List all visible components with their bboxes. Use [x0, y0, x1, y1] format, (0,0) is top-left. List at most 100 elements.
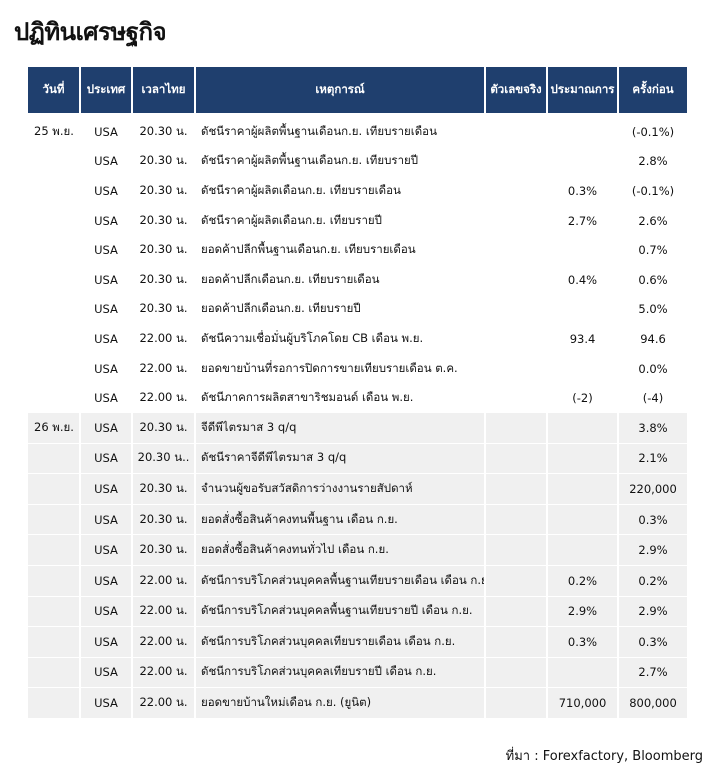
- date-cell: [28, 443, 81, 475]
- table-row: USA 22.00 น. ดัชนีการบริโภคส่วนบุคคลพื้นฐา…: [28, 565, 687, 597]
- forecast-cell: [547, 657, 619, 689]
- actual-cell: [485, 324, 548, 354]
- time-cell: 20.30 น.: [132, 146, 196, 177]
- previous-cell: 94.6: [640, 331, 666, 346]
- date-cell: [28, 473, 81, 505]
- actual-cell: [485, 534, 548, 566]
- date-cell: [28, 534, 81, 566]
- country-cell: USA: [80, 596, 133, 628]
- previous-cell: 2.1%: [618, 443, 687, 475]
- time-cell: 20.30 น.: [132, 534, 196, 566]
- country-cell: USA: [80, 294, 133, 325]
- time-cell: 20.30 น.: [132, 504, 196, 536]
- table-row: USA 20.30 น. ยอดค้าปลีกพื้นฐานเดือนก.ย. เท…: [28, 235, 687, 265]
- country-cell: USA: [80, 443, 133, 475]
- table-row: USA 22.00 น. ดัชนีการบริโภคส่วนบุคคลพื้นฐา…: [28, 596, 687, 628]
- date-cell: [28, 146, 81, 177]
- date-cell: [28, 176, 81, 206]
- time-cell: 20.30 น.: [132, 473, 196, 505]
- date-cell: [28, 383, 81, 413]
- event-cell: ดัชนีราคาผู้ผลิตเดือนก.ย. เทียบรายเดือน: [195, 176, 486, 206]
- time-cell: 20.30 น.: [132, 113, 196, 147]
- event-cell: ดัชนีการบริโภคส่วนบุคคลเทียบรายปี เดือน …: [195, 657, 486, 689]
- forecast-cell: (-2): [547, 383, 619, 413]
- date-cell: 26 พ.ย.: [28, 412, 81, 444]
- previous-cell: 0.6%: [638, 272, 668, 287]
- date-cell: [28, 353, 81, 384]
- actual-cell: [485, 383, 548, 413]
- column-header: ครั้งก่อน: [618, 67, 687, 113]
- date-cell: [28, 687, 81, 719]
- forecast-cell: [547, 534, 619, 566]
- time-cell: 22.00 น.: [132, 596, 196, 628]
- country-cell: USA: [80, 113, 133, 147]
- actual-cell: [485, 443, 548, 475]
- previous-cell: 5.0%: [638, 302, 668, 317]
- time-cell: 22.00 น.: [132, 657, 196, 689]
- forecast-cell: 0.3%: [547, 626, 619, 658]
- column-header: เวลาไทย: [132, 67, 196, 113]
- date-cell: [28, 294, 81, 325]
- country-cell: USA: [80, 565, 133, 597]
- time-cell: 22.00 น.: [132, 626, 196, 658]
- event-cell: ยอดขายบ้านที่รอการปิดการขายเทียบรายเดือน…: [195, 353, 486, 384]
- actual-cell: [485, 235, 548, 265]
- event-cell: ยอดขายบ้านใหม่เดือน ก.ย. (ยูนิต): [195, 687, 486, 719]
- event-cell: จีดีพีไตรมาส 3 q/q: [195, 412, 486, 444]
- country-cell: USA: [80, 205, 133, 236]
- previous-cell: 0.7%: [638, 243, 668, 258]
- date-cell: [28, 626, 81, 658]
- time-cell: 20.30 น.: [132, 412, 196, 444]
- forecast-cell: 0.4%: [547, 264, 619, 295]
- actual-cell: [485, 205, 548, 236]
- event-cell: ยอดสั่งซื้อสินค้าคงทนทั่วไป เดือน ก.ย.: [195, 534, 486, 566]
- country-cell: USA: [80, 235, 133, 265]
- previous-cell: 2.9%: [618, 596, 687, 628]
- forecast-cell: 2.9%: [547, 596, 619, 628]
- date-cell: [28, 565, 81, 597]
- calendar-table: วันที่ ประเทศ เวลาไทย เหตุการณ์ ตัวเลขจริง ปร…: [28, 67, 687, 719]
- table-row: USA 22.00 น. ดัชนีการบริโภคส่วนบุคคลเทียบร…: [28, 626, 687, 658]
- previous-cell: (-0.1%): [631, 124, 675, 139]
- country-cell: USA: [80, 687, 133, 719]
- forecast-cell: [547, 504, 619, 536]
- column-header: เหตุการณ์: [195, 67, 486, 113]
- actual-cell: [485, 473, 548, 505]
- date-cell: [28, 596, 81, 628]
- table-row: USA 20.30 น. ยอดสั่งซื้อสินค้าคงทนทั่วไป เ…: [28, 534, 687, 566]
- table-row: USA 20.30 น. ดัชนีราคาผู้ผลิตเดือนก.ย. เที…: [28, 205, 687, 236]
- actual-cell: [485, 687, 548, 719]
- actual-cell: [485, 657, 548, 689]
- time-cell: 22.00 น.: [132, 565, 196, 597]
- previous-cell: 3.8%: [618, 412, 687, 444]
- country-cell: USA: [80, 264, 133, 295]
- time-cell: 22.00 น.: [132, 324, 196, 354]
- time-cell: 20.30 น..: [132, 443, 196, 475]
- forecast-cell: 93.4: [547, 324, 619, 354]
- previous-cell: 0.3%: [618, 504, 687, 536]
- event-cell: ดัชนีภาคการผลิตสาขาริชมอนด์ เดือน พ.ย.: [195, 383, 486, 413]
- date-cell: [28, 324, 81, 354]
- event-cell: ยอดสั่งซื้อสินค้าคงทนพื้นฐาน เดือน ก.ย.: [195, 504, 486, 536]
- forecast-cell: 2.7%: [547, 205, 619, 236]
- table-row: USA 20.30 น.. ดัชนีราคาจีดีพีไตรมาส 3 q/q 2…: [28, 443, 687, 475]
- header-row: วันที่ ประเทศ เวลาไทย เหตุการณ์ ตัวเลขจริง ปร…: [28, 67, 687, 113]
- time-cell: 22.00 น.: [132, 353, 196, 384]
- previous-cell: 0.3%: [618, 626, 687, 658]
- country-cell: USA: [80, 383, 133, 413]
- actual-cell: [485, 412, 548, 444]
- date-cell: [28, 264, 81, 295]
- country-cell: USA: [80, 473, 133, 505]
- forecast-cell: [547, 113, 619, 147]
- date-cell: [28, 504, 81, 536]
- forecast-cell: 0.2%: [547, 565, 619, 597]
- previous-cell: (-0.1%): [631, 183, 675, 198]
- previous-cell: 2.9%: [618, 534, 687, 566]
- forecast-cell: [547, 443, 619, 475]
- table-row: USA 20.30 น. ยอดค้าปลีกเดือนก.ย. เทียบรายป…: [28, 294, 687, 325]
- previous-cell: 2.8%: [638, 154, 668, 169]
- column-header: ตัวเลขจริง: [485, 67, 548, 113]
- actual-cell: [485, 504, 548, 536]
- table-body: 25 พ.ย. USA 20.30 น. ดัชนีราคาผู้ผลิตพื้นฐา…: [28, 113, 687, 719]
- previous-cell: (-4): [642, 391, 664, 406]
